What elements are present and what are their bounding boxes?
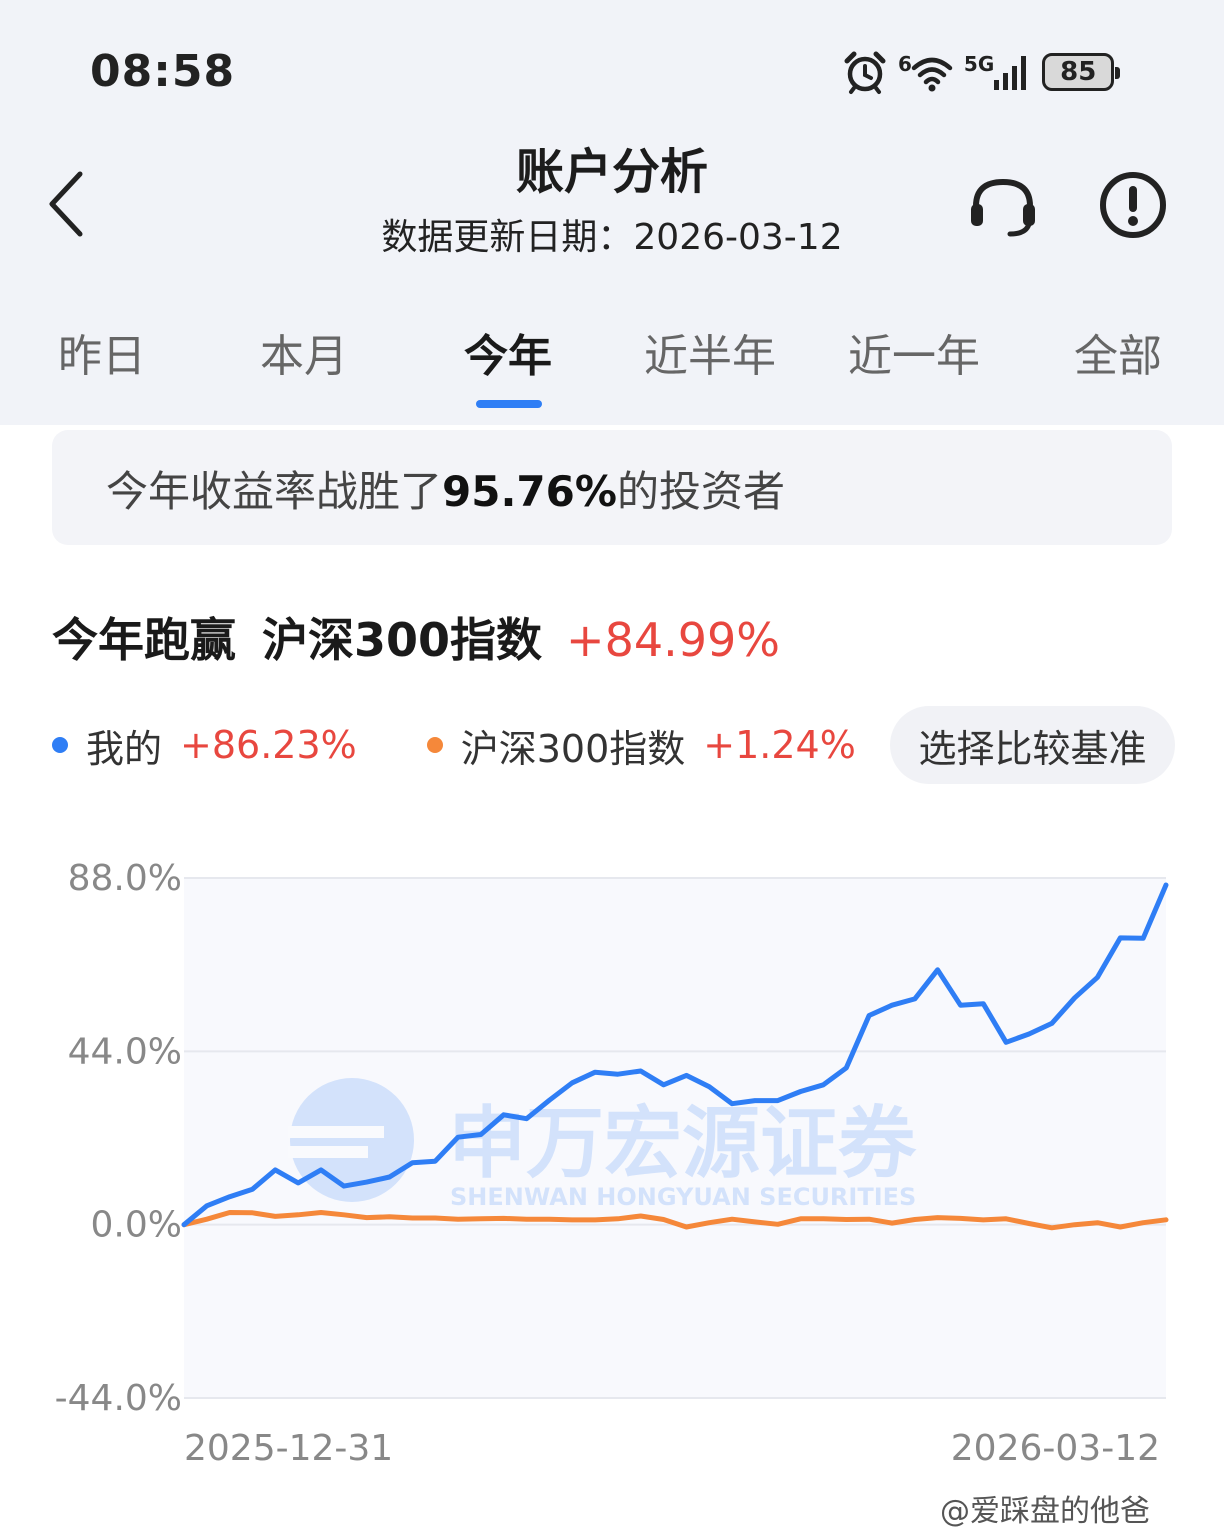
y-tick-label: 0.0% bbox=[91, 1205, 182, 1246]
y-tick-label: 88.0% bbox=[68, 858, 182, 899]
legend-mine-label: 我的 bbox=[86, 726, 163, 771]
y-tick-label: 44.0% bbox=[68, 1031, 182, 1072]
back-button[interactable] bbox=[38, 168, 98, 238]
ranking-prefix: 今年收益率战胜了 bbox=[106, 467, 443, 516]
series-line-mine bbox=[181, 882, 1169, 1228]
status-time: 08:58 bbox=[90, 46, 236, 97]
outperform-value: +84.99% bbox=[566, 613, 780, 667]
ranking-banner: 今年收益率战胜了95.76%的投资者 bbox=[52, 430, 1172, 545]
battery-indicator: 85 bbox=[1042, 53, 1121, 91]
header: 账户分析 数据更新日期：2026-03-12 bbox=[0, 120, 1224, 280]
outperform-index: 沪深300指数 bbox=[262, 613, 543, 667]
alarm-icon bbox=[844, 51, 886, 94]
x-axis-start-label: 2025-12-31 bbox=[184, 1428, 393, 1469]
tab-this-month[interactable]: 本月 bbox=[260, 331, 348, 382]
y-tick-label: -44.0% bbox=[55, 1378, 182, 1419]
chevron-left-icon bbox=[49, 171, 83, 237]
legend-index: 沪深300指数 +1.24% bbox=[426, 718, 856, 773]
legend-index-value: +1.24% bbox=[703, 723, 856, 767]
return-chart-svg: 88.0% 44.0% 0.0% -44.0% 申万宏源证券 SHENWAN HONG… bbox=[55, 858, 1169, 1469]
outperform-label: 今年跑赢 bbox=[52, 613, 236, 667]
wifi-generation-label: 6 bbox=[898, 52, 912, 76]
legend-dot-mine bbox=[52, 737, 68, 753]
ranking-text: 今年收益率战胜了95.76%的投资者 bbox=[106, 458, 785, 519]
page-title: 账户分析 bbox=[515, 144, 708, 200]
select-benchmark-button[interactable]: 选择比较基准 bbox=[890, 706, 1175, 784]
battery-level: 85 bbox=[1060, 57, 1097, 87]
watermark-en: SHENWAN HONGYUAN SECURITIES bbox=[450, 1183, 916, 1211]
x-axis-end-label: 2026-03-12 bbox=[951, 1428, 1160, 1469]
exclamation-circle-icon bbox=[1100, 172, 1166, 238]
series-line-index bbox=[181, 1210, 1169, 1231]
status-icons: 6 5G 85 bbox=[842, 44, 1121, 100]
wifi-icon bbox=[911, 57, 953, 92]
watermark-cn: 申万宏源证券 bbox=[448, 1099, 917, 1189]
legend-mine-value: +86.23% bbox=[180, 723, 357, 767]
corner-watermark: @爱踩盘的他爸 bbox=[940, 1494, 1150, 1529]
info-button[interactable] bbox=[1098, 170, 1168, 240]
signal-icon bbox=[994, 56, 1027, 90]
status-bar: 08:58 6 5G 85 bbox=[0, 0, 1224, 120]
customer-service-button[interactable] bbox=[966, 174, 1040, 240]
chart-plot-background bbox=[184, 878, 1166, 1398]
period-tabs: 昨日 本月 今年 近半年 近一年 全部 bbox=[0, 320, 1224, 425]
active-tab-indicator bbox=[476, 400, 542, 408]
headset-icon bbox=[971, 178, 1035, 237]
ranking-suffix: 的投资者 bbox=[616, 467, 785, 516]
tab-yesterday[interactable]: 昨日 bbox=[58, 331, 146, 382]
tab-this-year[interactable]: 今年 bbox=[464, 331, 552, 382]
tab-half-year[interactable]: 近半年 bbox=[644, 331, 776, 382]
top-area bbox=[0, 0, 1224, 425]
network-type-label: 5G bbox=[963, 52, 995, 76]
legend-index-label: 沪深300指数 bbox=[460, 726, 686, 771]
chart-legend: 我的 +86.23% 沪深300指数 +1.24% bbox=[52, 718, 856, 773]
outperform-summary: 今年跑赢 沪深300指数 +84.99% bbox=[52, 604, 780, 670]
tab-one-year[interactable]: 近一年 bbox=[848, 331, 980, 382]
tab-all[interactable]: 全部 bbox=[1074, 331, 1162, 382]
ranking-value: 95.76% bbox=[442, 467, 617, 516]
data-update-date: 数据更新日期：2026-03-12 bbox=[381, 217, 843, 258]
return-chart: 88.0% 44.0% 0.0% -44.0% 申万宏源证券 SHENWAN HONG… bbox=[0, 840, 1224, 1480]
legend-dot-index bbox=[426, 737, 443, 753]
